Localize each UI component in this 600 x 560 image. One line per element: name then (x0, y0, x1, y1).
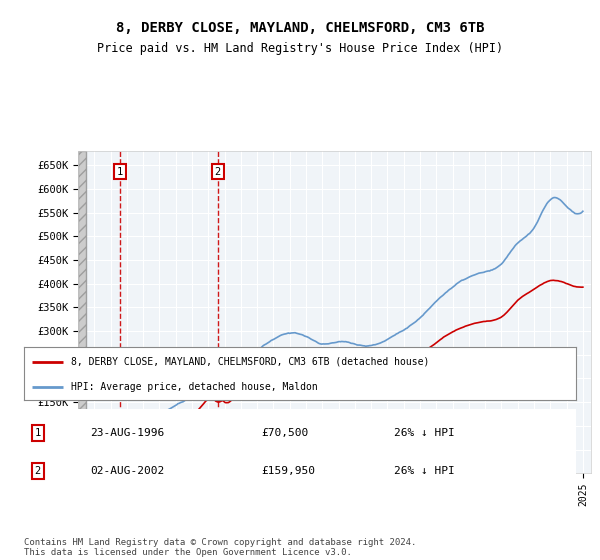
Point (115, 435, 125, 444)
Text: 26% ↓ HPI: 26% ↓ HPI (394, 428, 455, 437)
Text: HPI: Average price, detached house, Maldon: HPI: Average price, detached house, Mald… (71, 382, 317, 392)
Bar (78, 151, 86, 473)
Text: £159,950: £159,950 (262, 466, 316, 476)
Text: Contains HM Land Registry data © Crown copyright and database right 2024.
This d: Contains HM Land Registry data © Crown c… (24, 538, 416, 557)
Point (213, 393, 223, 402)
Text: 02-AUG-2002: 02-AUG-2002 (90, 466, 164, 476)
Text: 2: 2 (35, 466, 41, 476)
Text: Price paid vs. HM Land Registry's House Price Index (HPI): Price paid vs. HM Land Registry's House … (97, 42, 503, 55)
Text: 8, DERBY CLOSE, MAYLAND, CHELMSFORD, CM3 6TB: 8, DERBY CLOSE, MAYLAND, CHELMSFORD, CM3… (116, 21, 484, 35)
Text: 26% ↓ HPI: 26% ↓ HPI (394, 466, 455, 476)
Text: £70,500: £70,500 (262, 428, 308, 437)
Text: 23-AUG-1996: 23-AUG-1996 (90, 428, 164, 437)
Text: 2: 2 (215, 166, 221, 176)
Text: 1: 1 (117, 166, 123, 176)
Text: 8, DERBY CLOSE, MAYLAND, CHELMSFORD, CM3 6TB (detached house): 8, DERBY CLOSE, MAYLAND, CHELMSFORD, CM3… (71, 357, 429, 367)
Text: 1: 1 (35, 428, 41, 437)
